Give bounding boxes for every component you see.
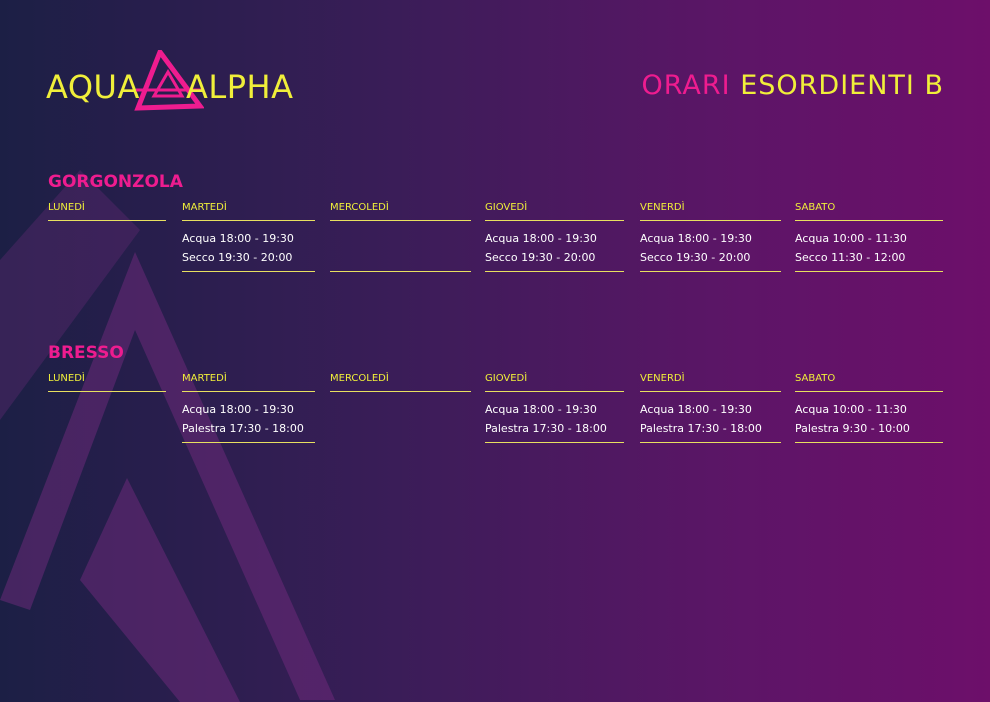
section-bresso: BRESSO LUNEDÌ MARTEDÌ Acqua 18:00 - 19:3…: [48, 343, 948, 443]
slot-list: [330, 221, 471, 272]
day-name: GIOVEDÌ: [485, 202, 624, 221]
slot-list: Acqua 18:00 - 19:30 Secco 19:30 - 20:00: [485, 221, 624, 272]
section-title: GORGONZOLA: [48, 172, 183, 192]
day-name: MARTEDÌ: [182, 373, 315, 392]
slot: Acqua 18:00 - 19:30: [485, 403, 597, 416]
day-name: GIOVEDÌ: [485, 373, 624, 392]
day-name: MERCOLEDÌ: [330, 373, 471, 392]
day-column: LUNEDÌ: [48, 373, 166, 392]
brand-logo: AQUA ALPHA: [46, 50, 306, 114]
day-column: VENERDÌ Acqua 18:00 - 19:30 Secco 19:30 …: [640, 202, 781, 272]
slot: Acqua 18:00 - 19:30: [485, 232, 597, 245]
section-gorgonzola: GORGONZOLA LUNEDÌ MARTEDÌ Acqua 18:00 - …: [48, 172, 948, 272]
day-name: LUNEDÌ: [48, 373, 166, 392]
section-title: BRESSO: [48, 343, 124, 363]
slot-list: Acqua 18:00 - 19:30 Palestra 17:30 - 18:…: [640, 392, 781, 443]
day-name: MERCOLEDÌ: [330, 202, 471, 221]
slot: Palestra 17:30 - 18:00: [182, 422, 304, 435]
slot: Palestra 17:30 - 18:00: [640, 422, 762, 435]
slot: Secco 19:30 - 20:00: [640, 251, 751, 264]
day-column: GIOVEDÌ Acqua 18:00 - 19:30 Secco 19:30 …: [485, 202, 624, 272]
page-title-accent: ORARI: [641, 70, 731, 101]
slot-list: Acqua 10:00 - 11:30 Secco 11:30 - 12:00: [795, 221, 943, 272]
page-title: ORARI ESORDIENTI B: [641, 70, 944, 101]
slot: Acqua 18:00 - 19:30: [182, 232, 294, 245]
day-column: GIOVEDÌ Acqua 18:00 - 19:30 Palestra 17:…: [485, 373, 624, 443]
day-name: VENERDÌ: [640, 373, 781, 392]
day-column: MARTEDÌ Acqua 18:00 - 19:30 Palestra 17:…: [182, 373, 315, 443]
slot: Secco 19:30 - 20:00: [485, 251, 596, 264]
slot: Acqua 10:00 - 11:30: [795, 232, 907, 245]
day-column: SABATO Acqua 10:00 - 11:30 Secco 11:30 -…: [795, 202, 943, 272]
brand-word-left: AQUA: [46, 68, 140, 106]
day-name: MARTEDÌ: [182, 202, 315, 221]
slot-list: Acqua 18:00 - 19:30 Palestra 17:30 - 18:…: [182, 392, 315, 443]
slot: Palestra 9:30 - 10:00: [795, 422, 910, 435]
slot: Acqua 18:00 - 19:30: [640, 232, 752, 245]
brand-word-right: ALPHA: [186, 68, 294, 106]
slot-list: Acqua 18:00 - 19:30 Secco 19:30 - 20:00: [640, 221, 781, 272]
day-name: LUNEDÌ: [48, 202, 166, 221]
day-column: VENERDÌ Acqua 18:00 - 19:30 Palestra 17:…: [640, 373, 781, 443]
day-name: SABATO: [795, 373, 943, 392]
slot-list: Acqua 10:00 - 11:30 Palestra 9:30 - 10:0…: [795, 392, 943, 443]
slot: Secco 11:30 - 12:00: [795, 251, 906, 264]
slot-list: Acqua 18:00 - 19:30 Secco 19:30 - 20:00: [182, 221, 315, 272]
slot: Acqua 18:00 - 19:30: [182, 403, 294, 416]
slot-list: Acqua 18:00 - 19:30 Palestra 17:30 - 18:…: [485, 392, 624, 443]
triangle-logo-icon: [134, 50, 204, 111]
day-column: MERCOLEDÌ: [330, 373, 471, 392]
slot: Palestra 17:30 - 18:00: [485, 422, 607, 435]
day-column: MERCOLEDÌ: [330, 202, 471, 272]
slot: Acqua 18:00 - 19:30: [640, 403, 752, 416]
day-column: MARTEDÌ Acqua 18:00 - 19:30 Secco 19:30 …: [182, 202, 315, 272]
slot: Acqua 10:00 - 11:30: [795, 403, 907, 416]
day-name: SABATO: [795, 202, 943, 221]
day-name: VENERDÌ: [640, 202, 781, 221]
day-column: LUNEDÌ: [48, 202, 166, 221]
page-title-main: ESORDIENTI B: [740, 70, 944, 101]
day-column: SABATO Acqua 10:00 - 11:30 Palestra 9:30…: [795, 373, 943, 443]
slot: Secco 19:30 - 20:00: [182, 251, 293, 264]
